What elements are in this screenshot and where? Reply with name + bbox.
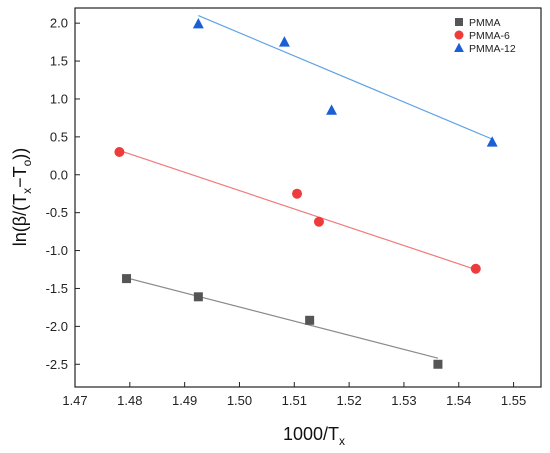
x-tick-label: 1.48 bbox=[117, 393, 142, 408]
x-axis-ticks: 1.47 1.48 1.49 1.50 1.51 1.52 1.53 1.54 1.55 bbox=[62, 382, 526, 408]
fit-lines bbox=[119, 15, 493, 359]
y-tick-label: -1.0 bbox=[46, 243, 68, 258]
y-tick-label: 1.5 bbox=[50, 54, 68, 69]
legend-marker bbox=[454, 42, 464, 52]
data-points bbox=[114, 17, 498, 369]
y-tick-label: -2.5 bbox=[46, 357, 68, 372]
x-tick-label: 1.54 bbox=[446, 393, 471, 408]
data-point bbox=[292, 188, 303, 199]
y-axis-title: ln(β/(Tx−To)) bbox=[10, 148, 34, 247]
y-tick-label: 0.0 bbox=[50, 167, 68, 182]
y-tick-label: -0.5 bbox=[46, 205, 68, 220]
x-tick-label: 1.51 bbox=[282, 393, 307, 408]
data-point bbox=[313, 216, 324, 227]
data-point bbox=[122, 274, 132, 284]
data-point bbox=[486, 136, 498, 147]
y-tick-label: 1.0 bbox=[50, 91, 68, 106]
y-tick-label: 2.0 bbox=[50, 16, 68, 31]
y-axis-ticks: -2.5 -2.0 -1.5 -1.0 -0.5 0.0 0.5 1.0 1.5 2.0 bbox=[46, 16, 80, 372]
fit-line bbox=[198, 15, 493, 140]
data-point bbox=[433, 359, 443, 369]
x-tick-label: 1.53 bbox=[391, 393, 416, 408]
data-point bbox=[305, 315, 315, 325]
x-tick-label: 1.52 bbox=[336, 393, 361, 408]
y-tick-label: -1.5 bbox=[46, 281, 68, 296]
legend-label: PMMA bbox=[469, 17, 501, 29]
data-point bbox=[470, 263, 481, 274]
legend-label: PMMA-6 bbox=[469, 30, 510, 42]
x-tick-label: 1.55 bbox=[501, 393, 526, 408]
y-tick-label: 0.5 bbox=[50, 129, 68, 144]
x-tick-label: 1.49 bbox=[172, 393, 197, 408]
legend-marker bbox=[454, 30, 464, 40]
data-point bbox=[193, 292, 203, 302]
fit-line bbox=[126, 277, 439, 359]
x-tick-label: 1.50 bbox=[227, 393, 252, 408]
x-tick-label: 1.47 bbox=[62, 393, 87, 408]
legend-label: PMMA-12 bbox=[469, 43, 516, 55]
data-point bbox=[192, 17, 204, 29]
y-tick-label: -2.0 bbox=[46, 319, 68, 334]
data-point bbox=[114, 147, 125, 158]
fit-line bbox=[119, 149, 476, 271]
legend-marker bbox=[455, 18, 463, 26]
x-axis-title: 1000/Tx bbox=[283, 424, 345, 448]
data-point bbox=[278, 36, 290, 47]
plot-frame bbox=[74, 7, 542, 388]
data-point bbox=[326, 104, 338, 115]
